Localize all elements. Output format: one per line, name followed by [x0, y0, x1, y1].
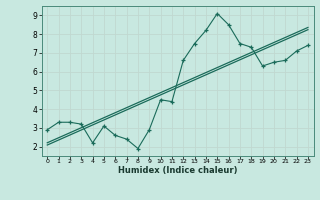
X-axis label: Humidex (Indice chaleur): Humidex (Indice chaleur) — [118, 166, 237, 175]
